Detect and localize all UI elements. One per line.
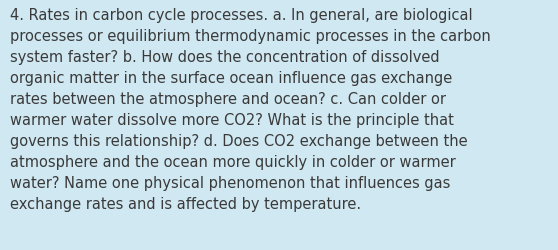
Text: 4. Rates in carbon cycle processes. a. In general, are biological
processes or e: 4. Rates in carbon cycle processes. a. I… bbox=[10, 8, 491, 211]
